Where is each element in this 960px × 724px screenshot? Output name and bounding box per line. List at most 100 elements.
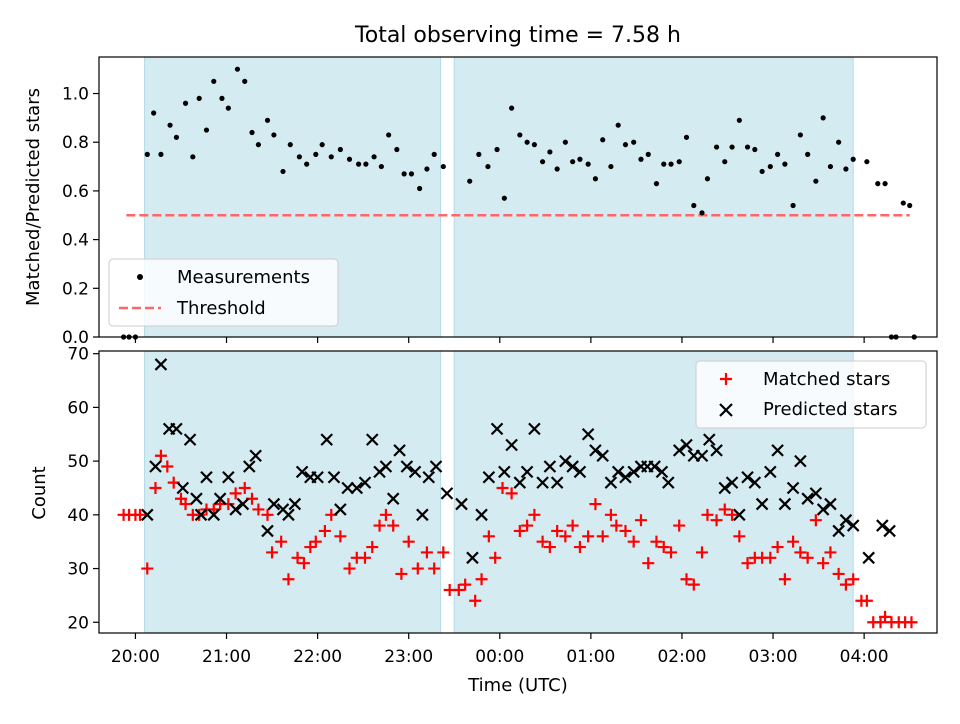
measurement-point [225, 105, 231, 111]
matched-point [794, 546, 807, 559]
predicted-point [771, 444, 784, 457]
matched-point [673, 519, 686, 532]
measurement-point [713, 144, 720, 150]
matched-point [824, 546, 837, 559]
measurement-point [371, 154, 377, 160]
matched-point [559, 530, 572, 543]
predicted-point [581, 427, 595, 441]
matched-point [343, 562, 356, 575]
measurement-point [494, 146, 500, 153]
matched-point [627, 535, 640, 548]
matched-point [771, 541, 784, 554]
predicted-point [213, 492, 227, 505]
predicted-point [154, 358, 168, 371]
predicted-point [408, 465, 422, 479]
measurement-point [683, 134, 690, 140]
predicted-point [149, 460, 162, 473]
predicted-point [816, 503, 830, 516]
predicted-point [261, 524, 274, 538]
matched-point [619, 524, 632, 537]
measurement-point [875, 181, 881, 187]
predicted-point [365, 433, 379, 446]
predicted-point [710, 444, 723, 457]
predicted-point [311, 470, 324, 484]
matched-point [261, 508, 274, 521]
matched-point [469, 594, 482, 607]
measurement-point [485, 163, 491, 170]
matched-point [366, 541, 379, 554]
matched-point [266, 546, 279, 559]
measurement-point [882, 181, 888, 187]
bottom-legend: Matched stars Predicted stars [695, 360, 927, 429]
bottom-axes-frame [98, 350, 938, 634]
predicted-point [748, 476, 762, 489]
matched-point [379, 508, 392, 521]
top-y-tick-label: 0.0 [62, 328, 89, 348]
predicted-point [422, 470, 436, 484]
bottom-y-tick-label: 20 [67, 613, 89, 633]
top-points-layer [120, 66, 917, 340]
predicted-point [662, 476, 675, 489]
matched-point [309, 535, 322, 548]
measurement-point [744, 144, 751, 150]
measurement-point [722, 159, 728, 165]
matched-point [395, 567, 408, 580]
predicted-point [627, 465, 640, 479]
matched-point [657, 541, 670, 554]
matched-point [179, 498, 192, 511]
matched-point [778, 573, 791, 586]
legend-measurements-label: Measurements [177, 267, 310, 288]
matched-point [402, 535, 415, 548]
measurement-point [729, 144, 735, 150]
measurement-point [440, 163, 446, 170]
predicted-point [703, 433, 716, 446]
measurement-point [346, 156, 353, 162]
matched-point [718, 503, 731, 516]
matched-point [809, 514, 822, 527]
matched-point [496, 481, 509, 494]
bottom-matched-layer [117, 449, 918, 629]
matched-point [437, 546, 450, 559]
predicted-point [320, 433, 333, 446]
predicted-point [440, 487, 454, 500]
measurement-point [386, 132, 392, 138]
measurement-point [524, 139, 530, 145]
measurement-point [638, 156, 644, 162]
legend-measurements-marker [137, 274, 143, 280]
measurement-point [313, 151, 319, 157]
matched-point [726, 508, 739, 521]
measurement-point [752, 146, 758, 153]
predicted-point [809, 487, 823, 500]
measurement-point [337, 146, 343, 153]
predicted-point [243, 460, 256, 473]
matched-point [596, 530, 609, 543]
measurement-point [280, 168, 286, 175]
measurement-point [203, 127, 210, 133]
measurement-point [249, 129, 255, 136]
matched-point [817, 557, 830, 570]
matched-point [358, 551, 371, 564]
predicted-point [589, 444, 602, 457]
measurement-point [431, 151, 437, 157]
bottom-y-tick-label: 70 [67, 345, 89, 365]
matched-point [459, 578, 472, 591]
predicted-point [648, 460, 661, 473]
predicted-point [207, 508, 221, 522]
predicted-point [379, 460, 393, 473]
matched-point [291, 551, 304, 564]
measurement-point [767, 163, 773, 170]
matched-point [297, 557, 310, 570]
measurement-point [158, 151, 164, 157]
measurement-point [608, 163, 614, 170]
measurement-point [774, 151, 781, 157]
predicted-point [778, 497, 792, 511]
matched-point [634, 514, 647, 527]
matched-point [650, 535, 663, 548]
top-y-tick-label: 0.2 [62, 279, 89, 299]
predicted-point [520, 465, 534, 479]
measurement-point [805, 151, 811, 157]
matched-point [521, 519, 534, 532]
matched-point [741, 557, 754, 570]
matched-point [832, 567, 845, 580]
